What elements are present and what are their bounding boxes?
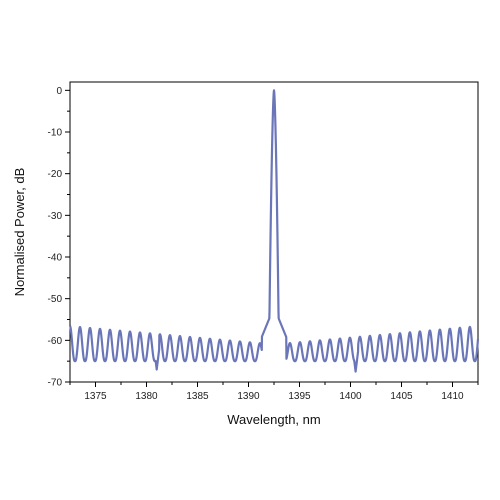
x-axis-label: Wavelength, nm: [227, 412, 320, 427]
y-axis-label: Normalised Power, dB: [12, 168, 27, 297]
y-tick-label: -10: [48, 128, 63, 139]
y-tick-label: -40: [48, 253, 63, 264]
y-axis-ticks: 0 -10 -20 -30 -40 -50 -60 -70: [48, 86, 70, 389]
y-tick-label: -70: [48, 378, 63, 389]
series-layer: [69, 89, 480, 373]
x-tick-label: 1390: [237, 391, 260, 402]
y-tick-label: -30: [48, 211, 63, 222]
x-tick-label: 1405: [390, 391, 413, 402]
x-axis-ticks: 1375 1380 1385 1390 1395 1400 1405 1410: [69, 382, 479, 402]
y-tick-label: -50: [48, 294, 63, 305]
x-tick-label: 1385: [186, 391, 209, 402]
spectrum-series-line: [69, 89, 480, 373]
y-tick-label: -20: [48, 169, 63, 180]
x-tick-label: 1410: [441, 391, 464, 402]
y-tick-label: -60: [48, 336, 63, 347]
x-tick-label: 1375: [84, 391, 107, 402]
x-tick-label: 1400: [339, 391, 362, 402]
y-tick-label: 0: [56, 86, 62, 97]
x-tick-label: 1380: [135, 391, 158, 402]
x-tick-label: 1395: [288, 391, 311, 402]
